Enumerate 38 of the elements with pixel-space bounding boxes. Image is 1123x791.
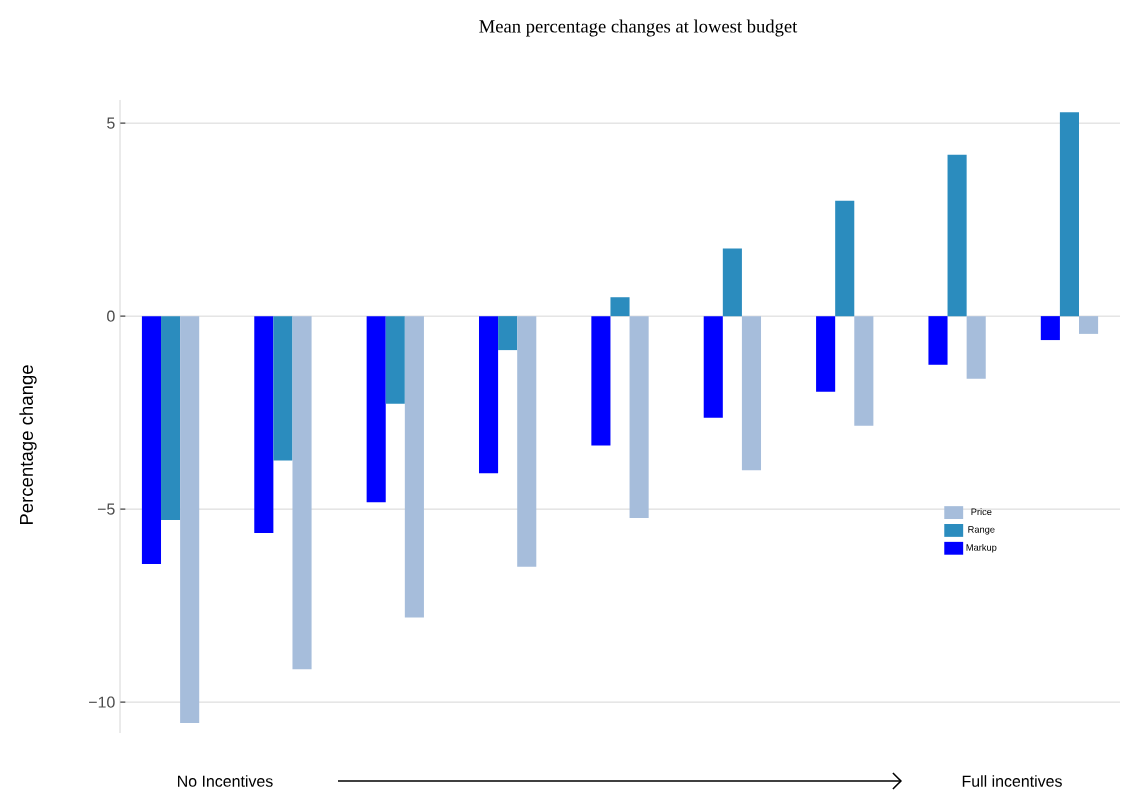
y-axis-title: Percentage change bbox=[19, 365, 37, 525]
legend-label: Range bbox=[968, 526, 995, 535]
bar bbox=[273, 316, 293, 461]
bar bbox=[366, 316, 386, 503]
bar bbox=[703, 316, 723, 418]
bar bbox=[722, 248, 742, 317]
bar bbox=[947, 154, 967, 317]
bar bbox=[835, 200, 855, 317]
y-tick-label: 0 bbox=[107, 310, 115, 322]
bar bbox=[629, 316, 649, 519]
bar bbox=[478, 316, 499, 474]
bar bbox=[180, 316, 200, 723]
bar bbox=[1040, 316, 1060, 341]
bar bbox=[610, 297, 630, 317]
legend-label: Markup bbox=[966, 543, 997, 553]
bar bbox=[498, 316, 518, 351]
chart-title: Mean percentage changes at lowest budget bbox=[479, 19, 798, 37]
bar bbox=[292, 316, 312, 670]
text: No Incentives bbox=[178, 775, 273, 787]
bar bbox=[517, 316, 537, 567]
bar bbox=[966, 316, 986, 379]
bar bbox=[854, 316, 874, 426]
bar bbox=[741, 316, 762, 471]
y-tick-label: −5 bbox=[97, 503, 115, 515]
bar bbox=[1079, 316, 1099, 334]
bar bbox=[385, 316, 405, 404]
bar bbox=[141, 316, 162, 564]
text: Full incentives bbox=[962, 775, 1062, 787]
bar bbox=[816, 316, 836, 392]
bar bbox=[161, 316, 181, 520]
bar bbox=[254, 316, 274, 534]
bar bbox=[591, 316, 611, 446]
bar bbox=[1059, 112, 1079, 317]
bar bbox=[928, 316, 948, 365]
bar bbox=[404, 316, 424, 618]
y-tick-label: −10 bbox=[89, 696, 115, 708]
legend-label: Price bbox=[971, 508, 992, 516]
y-tick-label: 5 bbox=[107, 117, 115, 129]
